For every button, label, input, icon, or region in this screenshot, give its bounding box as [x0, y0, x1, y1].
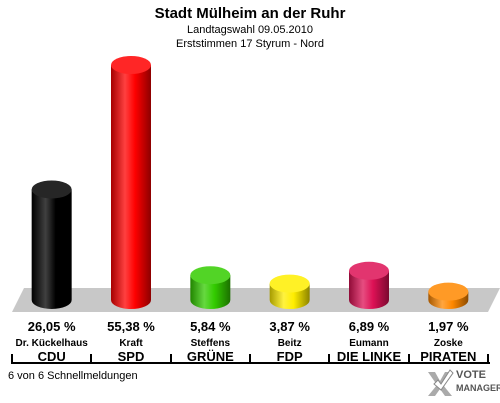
- category-label: Eumann DIE LINKE: [331, 338, 407, 364]
- bar-fdp: [269, 274, 310, 309]
- bar-top: [190, 266, 231, 285]
- category-labels: Dr. Kückelhaus CDU Kraft SPD Steffens GRÜNE Be…: [0, 338, 500, 368]
- bars-group: [31, 56, 469, 309]
- bar-top: [269, 274, 310, 293]
- axis-baseline: [12, 362, 490, 364]
- bar-top: [31, 180, 72, 199]
- candidate-name: Zoske: [433, 338, 463, 349]
- chart-subtitle-2: Erststimmen 17 Styrum - Nord: [176, 38, 324, 50]
- bar-top: [349, 261, 389, 280]
- bar-spd: [111, 56, 151, 309]
- chart-titles: Stadt Mülheim an der Ruhr Landtagswahl 0…: [0, 4, 500, 51]
- bar-grüne: [190, 266, 231, 309]
- logo-line1: VOTE: [456, 369, 486, 381]
- party-name: GRÜNE: [186, 349, 234, 364]
- checkmark-x-icon: [428, 369, 454, 396]
- party-name: CDU: [37, 349, 66, 364]
- bar-cdu: [31, 180, 72, 309]
- chart-title: Stadt Mülheim an der Ruhr: [154, 5, 346, 22]
- value-labels: 26,05 % 55,38 % 5,84 % 3,87 % 6,89 % 1,97 %: [0, 319, 500, 335]
- value-label: 3,87 %: [269, 319, 310, 334]
- axis-tick: [487, 354, 489, 364]
- vote-manager-logo: VOTE MANAGER: [426, 368, 500, 400]
- value-label: 6,89 %: [348, 319, 390, 334]
- bar-top: [428, 282, 469, 301]
- bar-body: [31, 189, 72, 309]
- axis-tick: [90, 354, 93, 364]
- value-label: 1,97 %: [428, 319, 469, 334]
- candidate-name: Dr. Kückelhaus: [15, 338, 88, 349]
- category-label: Steffens GRÜNE: [172, 338, 248, 364]
- category-label: Beitz FDP: [252, 338, 328, 364]
- chart-subtitle: Landtagswahl 09.05.2010: [187, 24, 313, 36]
- candidate-name: Eumann: [349, 338, 389, 349]
- bar-body: [111, 65, 151, 309]
- category-label: Zoske PIRATEN: [410, 338, 486, 364]
- axis-tick: [11, 354, 13, 364]
- axis-tick: [407, 354, 410, 364]
- logo-line2: MANAGER: [456, 383, 500, 393]
- value-label: 26,05 %: [27, 319, 76, 334]
- value-label: 55,38 %: [107, 319, 155, 334]
- axis-tick: [169, 354, 172, 364]
- axis-tick: [328, 354, 331, 364]
- bar-top: [111, 56, 151, 74]
- candidate-name: Beitz: [277, 338, 302, 349]
- bar-body: [190, 275, 231, 309]
- category-label: Dr. Kückelhaus CDU: [14, 338, 90, 364]
- candidate-name: Kraft: [119, 338, 143, 349]
- bar-body: [349, 270, 389, 309]
- candidate-name: Steffens: [190, 338, 231, 349]
- footer-status: 6 von 6 Schnellmeldungen: [8, 370, 138, 382]
- bar-piraten: [428, 282, 469, 309]
- category-label: Kraft SPD: [93, 338, 169, 364]
- axis-tick: [249, 354, 251, 364]
- party-name: PIRATEN: [420, 349, 477, 364]
- party-name: DIE LINKE: [336, 349, 402, 364]
- party-name: FDP: [276, 349, 303, 364]
- party-name: SPD: [117, 349, 145, 364]
- value-label: 5,84 %: [190, 319, 231, 334]
- bar-die-linke: [349, 261, 389, 309]
- chart-floor: [12, 288, 500, 312]
